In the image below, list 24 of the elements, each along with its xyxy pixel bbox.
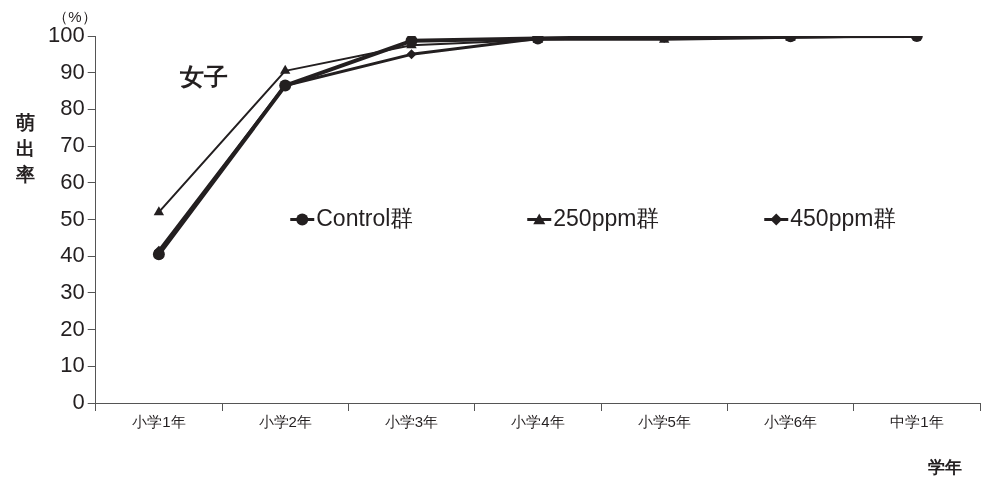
y-tick-label: 30: [60, 278, 85, 304]
legend-label: Control群: [316, 204, 414, 231]
legend-label: 250ppm群: [553, 204, 660, 231]
annotation: 女子: [179, 62, 228, 90]
y-tick-label: 20: [60, 315, 85, 341]
y-tick-label: 80: [60, 95, 85, 121]
y-tick-label: 70: [60, 132, 85, 158]
y-tick-label: 50: [60, 205, 85, 231]
y-tick-label: 60: [60, 168, 85, 194]
x-tick-label: 小学5年: [637, 413, 691, 431]
x-tick-label: 中学1年: [890, 413, 944, 431]
legend-label: 450ppm群: [790, 204, 897, 231]
y-tick-label: 0: [72, 389, 85, 415]
text: （%）: [53, 8, 97, 26]
x-tick-label: 小学6年: [763, 413, 818, 431]
x-tick-label: 小学2年: [258, 413, 312, 431]
y-tick-label: 10: [60, 352, 85, 378]
y-tick-label: 40: [60, 242, 85, 268]
x-tick-label: 小学1年: [132, 413, 186, 431]
x-axis-title: 学年: [928, 457, 962, 477]
y-tick-label: 90: [60, 58, 85, 84]
y-axis-title: 萌出率: [14, 111, 35, 185]
x-tick-label: 小学4年: [511, 413, 565, 431]
x-tick-label: 小学3年: [384, 413, 439, 431]
